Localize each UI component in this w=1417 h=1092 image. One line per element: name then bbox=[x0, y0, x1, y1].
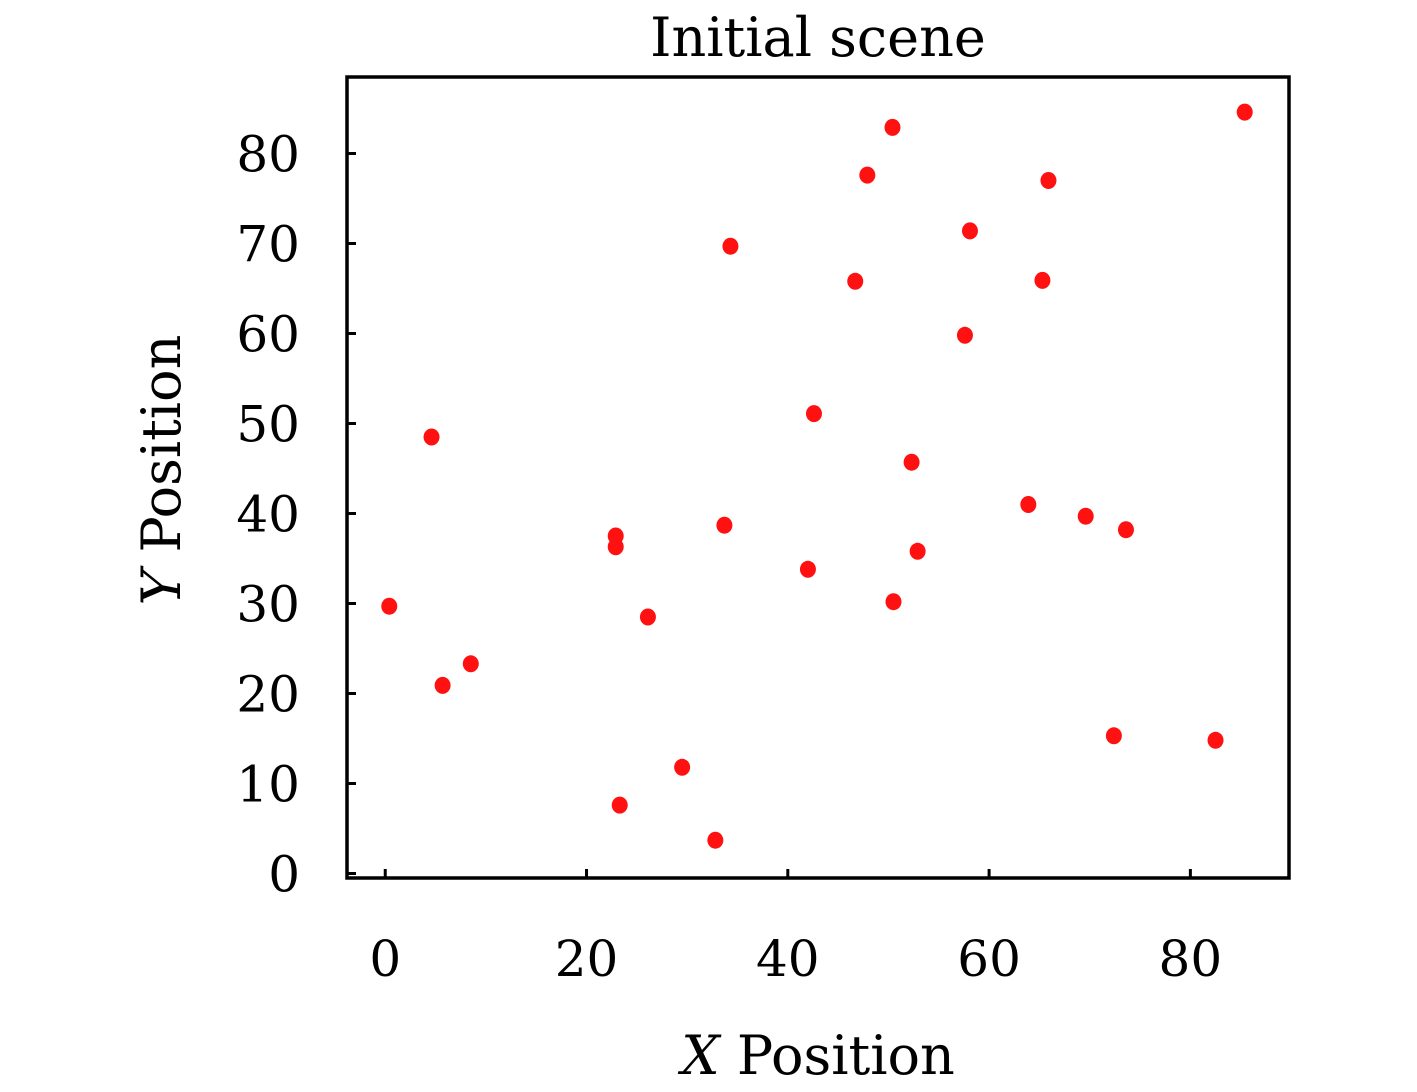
data-point bbox=[1236, 103, 1253, 121]
x-tick-label: 60 bbox=[957, 930, 1021, 988]
x-axis-label-variable: X bbox=[677, 1024, 722, 1087]
data-point bbox=[674, 758, 691, 776]
data-point bbox=[434, 676, 451, 694]
data-point bbox=[885, 593, 902, 611]
data-point bbox=[884, 118, 901, 136]
data-point bbox=[462, 655, 479, 673]
data-point bbox=[716, 516, 733, 534]
data-point bbox=[1020, 496, 1037, 513]
plot-frame bbox=[345, 75, 1291, 880]
x-axis-label: X Position bbox=[677, 1024, 955, 1087]
y-tick-label: 30 bbox=[236, 576, 300, 634]
y-tick-label: 40 bbox=[236, 486, 300, 544]
data-point bbox=[956, 326, 973, 344]
data-point bbox=[1117, 521, 1134, 539]
data-point bbox=[381, 597, 398, 615]
data-point bbox=[859, 166, 876, 184]
x-tick-label: 0 bbox=[369, 930, 401, 988]
data-point bbox=[722, 237, 739, 255]
data-point bbox=[1077, 507, 1094, 525]
x-tick-label: 40 bbox=[756, 930, 820, 988]
y-axis-label: Y Position bbox=[130, 335, 193, 606]
data-point bbox=[1034, 271, 1051, 289]
y-axis-label-variable: Y bbox=[130, 565, 193, 605]
data-point bbox=[611, 796, 628, 814]
data-point bbox=[1105, 727, 1122, 745]
data-point bbox=[1040, 172, 1057, 189]
x-tick-label: 80 bbox=[1159, 930, 1223, 988]
y-tick-label: 10 bbox=[236, 756, 300, 814]
x-axis-label-text: Position bbox=[720, 1024, 955, 1087]
x-tick-labels: 0 20 40 60 80 bbox=[369, 930, 1222, 988]
y-tick-labels: 0 10 20 30 40 50 60 70 80 bbox=[236, 126, 300, 904]
y-axis-label-text: Position bbox=[130, 335, 193, 570]
data-point bbox=[805, 405, 822, 423]
chart-title: Initial scene bbox=[650, 6, 986, 69]
y-tick-label: 80 bbox=[236, 126, 300, 184]
data-point bbox=[423, 428, 440, 446]
y-tick-label: 50 bbox=[236, 396, 300, 454]
data-point bbox=[799, 560, 816, 578]
data-point bbox=[607, 538, 624, 556]
data-point bbox=[1207, 731, 1224, 749]
data-point bbox=[639, 608, 656, 626]
data-point bbox=[961, 222, 978, 240]
data-point bbox=[909, 542, 926, 560]
x-tick-label: 20 bbox=[555, 930, 619, 988]
y-tick-label: 20 bbox=[236, 666, 300, 724]
data-point bbox=[847, 272, 864, 290]
data-points bbox=[381, 103, 1253, 849]
y-tick-label: 0 bbox=[268, 846, 300, 904]
y-tick-label: 70 bbox=[236, 216, 300, 274]
data-point bbox=[707, 831, 724, 849]
data-point bbox=[903, 453, 920, 471]
y-tick-label: 60 bbox=[236, 306, 300, 364]
